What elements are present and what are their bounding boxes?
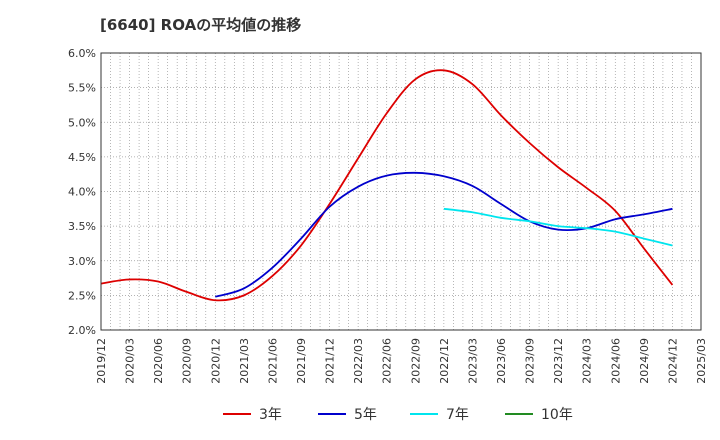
x-tick-label: 2019/12 [95, 338, 108, 384]
x-tick-label: 2024/09 [638, 338, 651, 384]
x-tick-label: 2023/03 [466, 338, 479, 384]
x-axis-ticks: 2019/12 2020/03 2020/06 2020/09 2020/12 2021/… [95, 338, 708, 384]
x-tick-label: 2021/09 [295, 338, 308, 384]
y-tick-label: 3.5% [68, 220, 96, 233]
x-tick-label: 2020/03 [124, 338, 137, 384]
y-tick-label: 2.0% [68, 324, 96, 337]
legend-label: 3年 [259, 407, 282, 423]
x-tick-label: 2023/09 [524, 338, 537, 384]
series-line-3年 [100, 69, 674, 302]
y-tick-label: 5.0% [68, 116, 96, 129]
x-tick-label: 2024/06 [609, 338, 622, 384]
legend-label: 7年 [446, 407, 469, 423]
x-tick-label: 2022/09 [409, 338, 422, 384]
x-tick-label: 2023/12 [552, 338, 565, 384]
x-tick-label: 2021/03 [238, 338, 251, 384]
x-tick-label: 2024/12 [666, 338, 679, 384]
x-tick-label: 2020/09 [181, 338, 194, 384]
x-tick-label: 2022/12 [438, 338, 451, 384]
x-tick-label: 2023/06 [495, 338, 508, 384]
plot-frame [100, 52, 702, 331]
legend: 3年 5年 7年 10年 [223, 407, 573, 423]
y-tick-label: 3.0% [68, 255, 96, 268]
x-tick-label: 2022/03 [352, 338, 365, 384]
chart-title: [6640] ROAの平均値の推移 [100, 16, 302, 34]
series-line-7年 [443, 207, 673, 247]
legend-label: 10年 [541, 407, 573, 423]
y-tick-label: 4.0% [68, 186, 96, 199]
series-line-5年 [215, 171, 673, 298]
y-tick-label: 5.5% [68, 82, 96, 95]
legend-label: 5年 [354, 407, 377, 423]
y-tick-label: 4.5% [68, 151, 96, 164]
series-lines [100, 69, 674, 302]
x-tick-label: 2020/12 [209, 338, 222, 384]
y-tick-label: 2.5% [68, 289, 96, 302]
x-tick-label: 2024/03 [581, 338, 594, 384]
x-tick-label: 2020/06 [152, 338, 165, 384]
x-tick-label: 2021/12 [324, 338, 337, 384]
x-tick-label: 2022/06 [381, 338, 394, 384]
y-tick-label: 6.0% [68, 47, 96, 60]
y-axis-ticks: 2.0% 2.5% 3.0% 3.5% 4.0% 4.5% 5.0% 5.5% 6.0% [68, 47, 96, 337]
x-tick-label: 2021/06 [266, 338, 279, 384]
grid [101, 53, 701, 330]
x-tick-label: 2025/03 [695, 338, 708, 384]
